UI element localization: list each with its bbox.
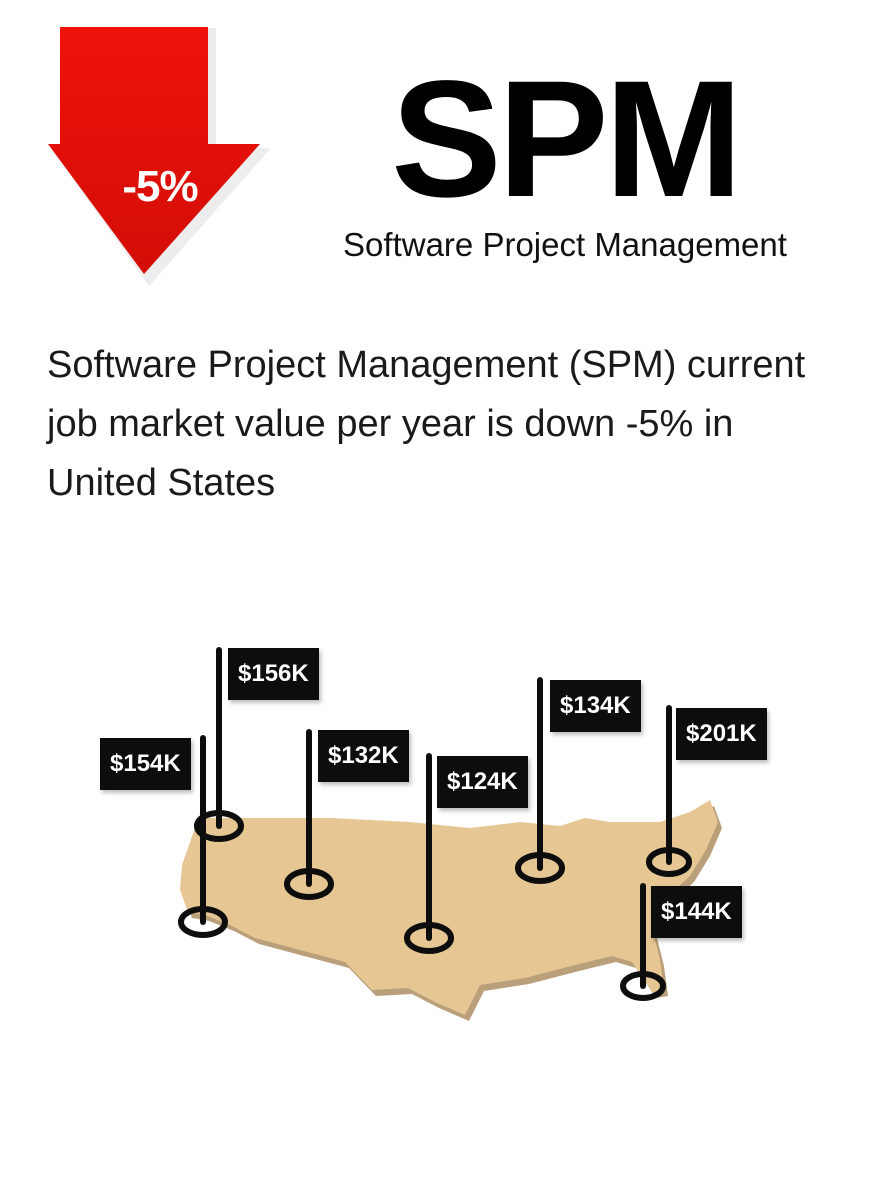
change-percent-label: -5% xyxy=(122,162,198,211)
salary-flag-label: $144K xyxy=(651,886,742,938)
down-arrow-badge: -5% xyxy=(40,22,270,287)
salary-flag-label: $156K xyxy=(228,648,319,700)
salary-flag-label: $154K xyxy=(100,738,191,790)
down-arrow-icon xyxy=(48,27,270,286)
salary-flag-label: $134K xyxy=(550,680,641,732)
salary-flag-label: $201K xyxy=(676,708,767,760)
salary-flag-label: $124K xyxy=(437,756,528,808)
salary-map: $156K $154K $132K $124K $134K $201K $144… xyxy=(0,560,873,1080)
market-description: Software Project Management (SPM) curren… xyxy=(47,344,806,504)
us-map-shape xyxy=(180,800,718,1015)
salary-flag-label: $132K xyxy=(318,730,409,782)
page-title: SPM xyxy=(391,47,743,232)
us-map-illustration xyxy=(178,647,722,1021)
flag-poles xyxy=(200,647,672,989)
flag-rings xyxy=(178,810,692,1001)
page-subtitle: Software Project Management xyxy=(343,226,787,263)
